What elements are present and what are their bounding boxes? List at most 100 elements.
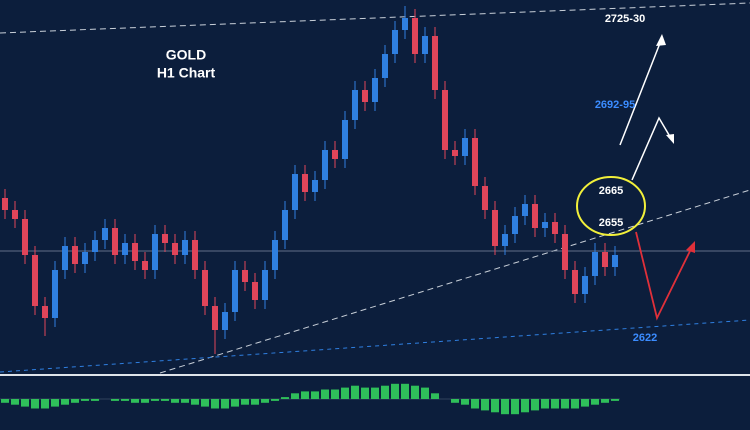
candle-body [432, 36, 438, 90]
histogram-bar [181, 399, 189, 403]
candle-body [182, 240, 188, 255]
histogram-bar [371, 387, 379, 399]
arrow [619, 37, 663, 146]
candle-body [602, 252, 608, 267]
histogram-bar [51, 399, 59, 407]
candle-body [512, 216, 518, 234]
candle-body [522, 204, 528, 216]
candle-body [52, 270, 58, 318]
candle-body [372, 78, 378, 102]
histogram-bar [351, 385, 359, 399]
candle-body [232, 270, 238, 312]
histogram-bar [531, 399, 539, 411]
candle-body [612, 255, 618, 267]
candle-body [82, 252, 88, 264]
histogram-bar [41, 399, 49, 409]
trend-line [159, 189, 750, 374]
candle-body [112, 228, 118, 255]
histogram-bar [481, 399, 489, 411]
candle-body [32, 255, 38, 306]
candle-body [332, 150, 338, 159]
histogram-bar [31, 399, 39, 409]
candle-body [12, 210, 18, 219]
histogram-bar [81, 399, 89, 401]
histogram-bar [1, 399, 9, 403]
candle-body [202, 270, 208, 306]
histogram-bar [221, 399, 229, 409]
candles [1, 6, 619, 415]
histogram-bar [191, 399, 199, 405]
candle-body [162, 234, 168, 243]
histogram-bar [281, 397, 289, 399]
histogram-bar [331, 389, 339, 399]
chart-title: GOLD [166, 47, 206, 63]
histogram-bar [581, 399, 589, 407]
candle-body [462, 138, 468, 156]
candle-body [592, 252, 598, 276]
candle-body [72, 246, 78, 264]
histogram-bar [151, 399, 159, 401]
candle-body [252, 282, 258, 300]
histogram-bar [91, 399, 99, 401]
support-line [0, 319, 750, 373]
candle-body [22, 219, 28, 255]
highlight-ellipse [576, 176, 646, 236]
histogram-bar [241, 399, 249, 405]
candle-body [572, 270, 578, 294]
candle-body [272, 240, 278, 270]
histogram-bar [401, 383, 409, 399]
candle-body [582, 276, 588, 294]
chart-subtitle: H1 Chart [157, 65, 216, 81]
candle-body [62, 246, 68, 270]
histogram-bar [111, 399, 119, 401]
candle-body [292, 174, 298, 210]
histogram-bar [611, 399, 619, 401]
candle-body [262, 270, 268, 300]
histogram-bar [71, 399, 79, 403]
candle-body [342, 120, 348, 159]
candle-body [402, 18, 408, 30]
candle-body [92, 240, 98, 252]
candle-body [192, 240, 198, 270]
histogram-bar [11, 399, 19, 405]
candle-body [152, 234, 158, 270]
histogram-bar [161, 399, 169, 401]
histogram-bar [321, 389, 329, 399]
histogram-bar [121, 399, 129, 401]
histogram-bar [201, 399, 209, 407]
histogram-bar [391, 383, 399, 399]
histogram-bar [131, 399, 139, 403]
candle-body [382, 54, 388, 78]
candle-body [442, 90, 448, 150]
histogram-bar [171, 399, 179, 403]
histogram-bar [361, 387, 369, 399]
histogram-bar [411, 385, 419, 399]
histogram-bar [521, 399, 529, 413]
histogram-bar [311, 391, 319, 399]
candle-body [132, 243, 138, 261]
candle-body [322, 150, 328, 180]
candle-body [532, 204, 538, 228]
candle-body [302, 174, 308, 192]
histogram-bar [261, 399, 269, 403]
histogram-bar [601, 399, 609, 403]
level-label: 2665 [599, 185, 623, 197]
arrow [631, 116, 673, 181]
histogram-bar [551, 399, 559, 409]
candle-body [2, 198, 8, 210]
level-label: 2655 [599, 217, 623, 229]
arrow-head [686, 241, 695, 253]
level-label: 2692-95 [595, 99, 635, 111]
histogram-bar [291, 393, 299, 399]
histogram-bar [541, 399, 549, 409]
candle-body [282, 210, 288, 240]
candle-body [502, 234, 508, 246]
candle-body [552, 222, 558, 234]
candle-body [242, 270, 248, 282]
histogram-bar [211, 399, 219, 409]
candle-body [172, 243, 178, 255]
histogram-bar [461, 399, 469, 405]
candle-body [472, 138, 478, 186]
candle-body [422, 36, 428, 54]
candle-body [542, 222, 548, 228]
